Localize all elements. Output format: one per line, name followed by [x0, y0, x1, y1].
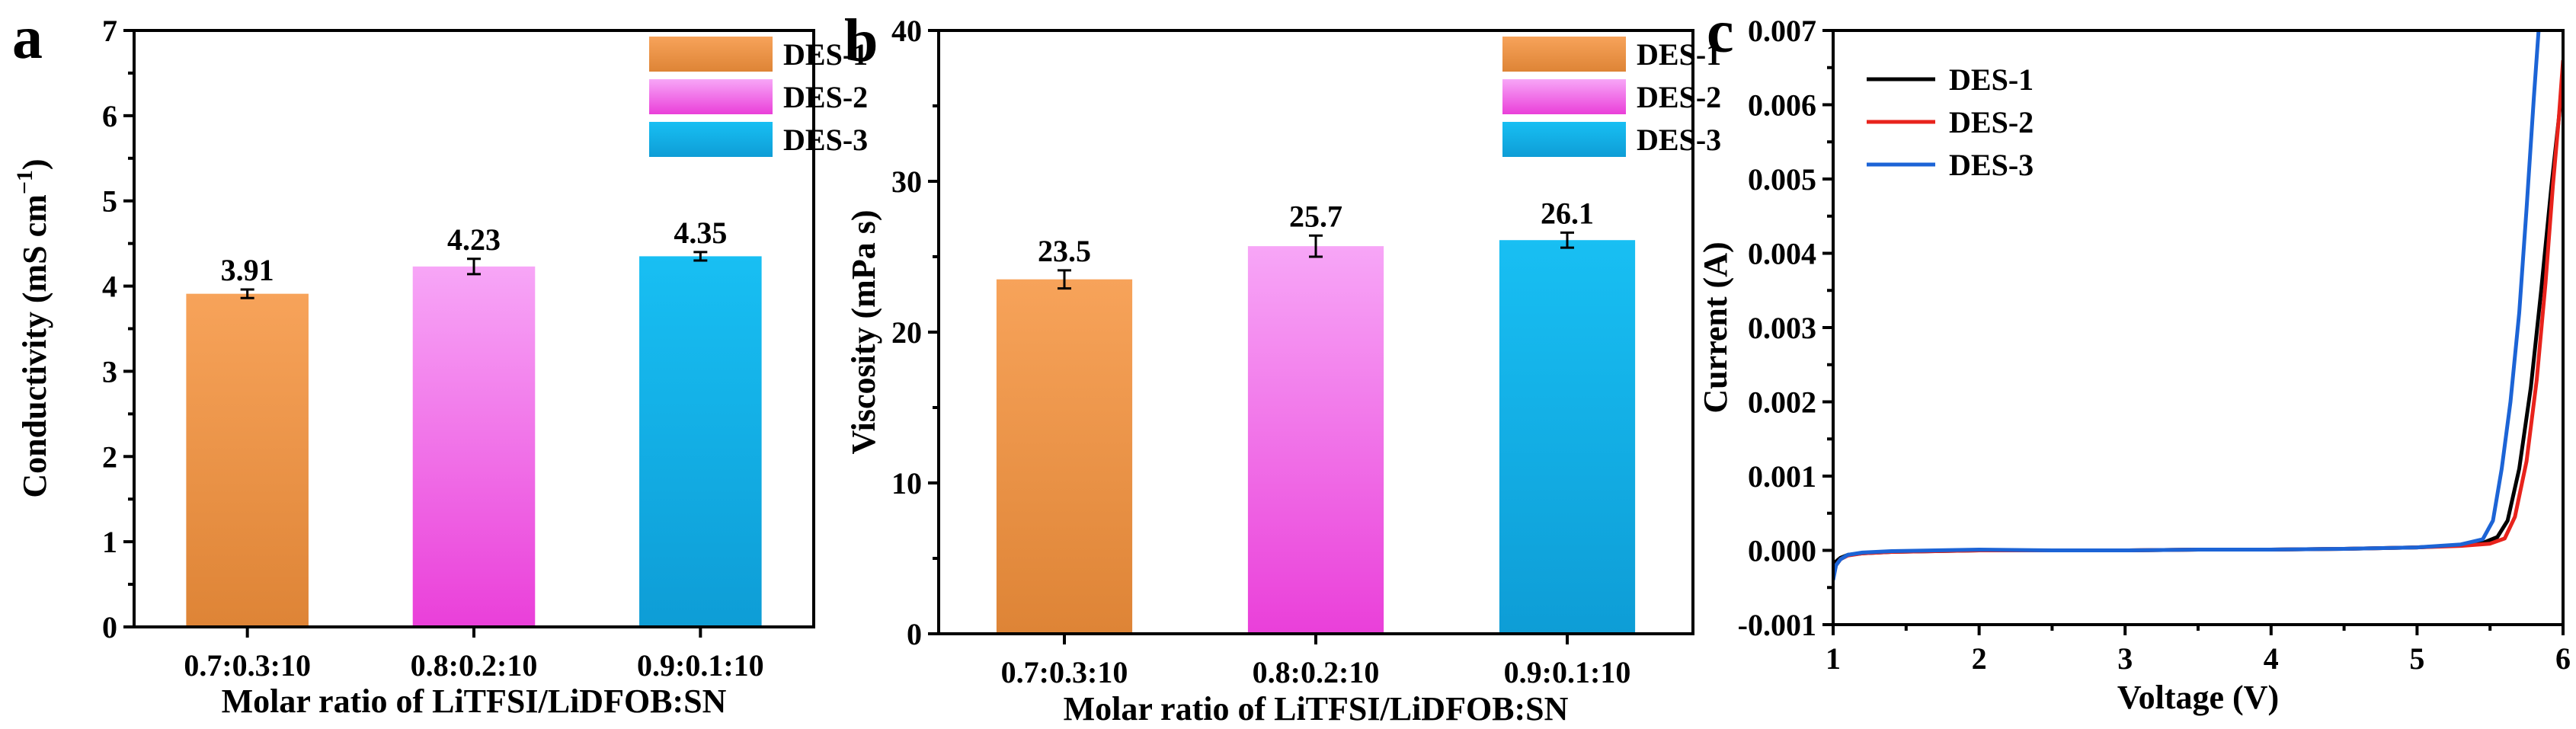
panel-label-c: c [1707, 0, 1734, 66]
legend-swatch [1502, 122, 1626, 157]
legend-entry: DES-3 [1949, 148, 2034, 182]
panel-label-b: b [844, 8, 878, 75]
series-line-DES-3 [1833, 30, 2541, 580]
y-tick-label: 10 [891, 466, 922, 500]
y-tick-label: 0.007 [1748, 14, 1816, 48]
x-tick-label: 1 [1826, 641, 1841, 676]
legend-swatch [649, 37, 773, 72]
legend-entry: DES-2 [1949, 105, 2034, 139]
bar-DES-2 [412, 266, 536, 627]
x-tick-label: 5 [2409, 641, 2424, 676]
x-tick-label: 2 [1972, 641, 1987, 676]
y-tick-label: 40 [891, 14, 922, 48]
panel-label-a: a [12, 5, 43, 72]
legend-entry: DES-1 [783, 37, 868, 72]
data-label: 3.91 [221, 253, 274, 287]
series-line-DES-1 [1833, 75, 2563, 574]
bar-DES-3 [1499, 240, 1636, 635]
legend-entry: DES-2 [783, 80, 868, 114]
legend-swatch [1502, 79, 1626, 114]
y-tick-label: 7 [102, 14, 117, 48]
legend-swatch [649, 122, 773, 157]
data-label: 26.1 [1541, 196, 1594, 230]
y-tick-label: 1 [102, 525, 117, 559]
y-tick-label: 0.004 [1748, 237, 1816, 271]
y-tick-label: 0.000 [1748, 534, 1816, 568]
y-tick-label: -0.001 [1738, 608, 1816, 642]
legend-entry: DES-3 [783, 123, 868, 157]
y-axis-label-c: Current (A) [1697, 241, 1734, 413]
legend-entry: DES-1 [1637, 37, 1721, 72]
y-tick-label: 4 [102, 270, 117, 304]
legend-swatch [1502, 37, 1626, 72]
plot-frame-b [937, 29, 1694, 635]
x-axis-label-a: Molar ratio of LiTFSI/LiDFOB:SN [222, 683, 727, 720]
x-axis-label-b: Molar ratio of LiTFSI/LiDFOB:SN [1064, 690, 1569, 727]
panel-b: b 23.5 25.7 26.1 0 10 20 30 40 0.7:0.3:10 0.8:0.… [844, 8, 1721, 727]
y-tick-label: 2 [102, 440, 117, 474]
y-tick-label: 30 [891, 165, 922, 199]
data-label: 23.5 [1038, 234, 1091, 268]
y-axis-label-b: Viscosity (mPa s) [845, 210, 882, 455]
y-tick-label: 0.005 [1748, 162, 1816, 197]
panel-c: c 1 2 3 4 5 6 -0.001 0.000 0.001 0.002 0.003 0.004 0… [1697, 0, 2571, 716]
legend-entry: DES-2 [1637, 80, 1721, 114]
y-tick-label: 3 [102, 354, 117, 388]
x-axis-label-c: Voltage (V) [2117, 679, 2279, 716]
bar-DES-1 [996, 279, 1133, 634]
bar-DES-3 [639, 256, 762, 627]
x-tick-label: 6 [2555, 641, 2571, 676]
x-tick-label: 0.9:0.1:10 [1504, 655, 1631, 689]
y-tick-label: 0 [102, 610, 117, 644]
bar-DES-1 [186, 293, 309, 627]
legend-b: DES-1 DES-2 DES-3 [1502, 37, 1721, 157]
plot-frame-c [1832, 29, 2565, 626]
legend-entry: DES-3 [1637, 123, 1721, 157]
x-tick-label: 3 [2117, 641, 2133, 676]
y-tick-label: 0.003 [1748, 311, 1816, 345]
x-tick-label: 4 [2264, 641, 2279, 676]
x-tick-label: 0.9:0.1:10 [637, 648, 764, 683]
y-tick-label: 0.001 [1748, 459, 1816, 494]
data-label: 4.23 [447, 222, 501, 257]
y-tick-label: 0 [907, 617, 922, 651]
x-tick-label: 0.8:0.2:10 [1253, 655, 1380, 689]
plot-frame-a [133, 29, 815, 628]
data-label: 25.7 [1289, 199, 1342, 233]
series-line-DES-2 [1833, 59, 2563, 577]
x-tick-label: 0.8:0.2:10 [411, 648, 538, 683]
y-tick-label: 0.006 [1748, 88, 1816, 123]
panel-a: a 3.91 4.23 4.35 0 1 2 3 4 5 6 7 0.7:0.3:10 0.8:0.2… [12, 5, 868, 720]
x-tick-label: 0.7:0.3:10 [184, 648, 311, 683]
data-label: 4.35 [674, 216, 727, 250]
legend-swatch [649, 79, 773, 114]
y-tick-label: 5 [102, 184, 117, 219]
legend-a: DES-1 DES-2 DES-3 [649, 37, 868, 157]
y-tick-label: 6 [102, 99, 117, 133]
bar-DES-2 [1247, 246, 1384, 634]
y-tick-label: 0.002 [1748, 385, 1816, 420]
legend-c: DES-1 DES-2 DES-3 [1867, 62, 2034, 182]
y-axis-label-a: Conductivity (mS cm−1) [12, 158, 53, 497]
legend-entry: DES-1 [1949, 62, 2034, 97]
y-tick-label: 20 [891, 315, 922, 350]
x-tick-label: 0.7:0.3:10 [1001, 655, 1128, 689]
